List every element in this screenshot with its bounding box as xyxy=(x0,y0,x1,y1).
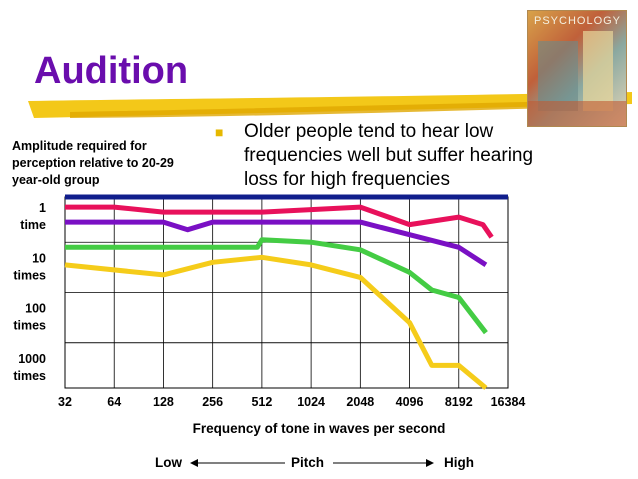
pitch-low-label: Low xyxy=(155,455,182,470)
x-tick-label: 2048 xyxy=(346,395,374,409)
series-line-2 xyxy=(65,204,494,239)
x-tick-label: 64 xyxy=(107,395,121,409)
book-cover-title: PSYCHOLOGY xyxy=(534,15,622,27)
x-tick-label: 1024 xyxy=(297,395,325,409)
x-tick-label: 256 xyxy=(202,395,223,409)
y-tick-label: 1000 times xyxy=(13,352,46,383)
y-tick-label: 100 times xyxy=(13,302,46,333)
series-line-3 xyxy=(65,219,488,267)
chart-x-axis-label: Frequency of tone in waves per second xyxy=(192,421,446,436)
series-line-5 xyxy=(64,254,488,390)
x-tick-label: 128 xyxy=(153,395,174,409)
x-tick-label: 16384 xyxy=(491,395,526,409)
x-tick-label: 32 xyxy=(58,395,72,409)
y-tick-label: 10 times xyxy=(13,251,46,282)
series-line-4 xyxy=(65,237,488,335)
chart-y-axis-label: Amplitude required for perception relati… xyxy=(12,139,174,187)
x-tick-label: 4096 xyxy=(396,395,424,409)
x-tick-label: 512 xyxy=(251,395,272,409)
slide-title: Audition xyxy=(34,50,189,92)
bullet-marker: ■ xyxy=(215,124,224,140)
x-tick-label: 8192 xyxy=(445,395,473,409)
y-tick-label: 1 time xyxy=(20,201,46,232)
pitch-high-label: High xyxy=(444,455,474,470)
book-cover-image: PSYCHOLOGY xyxy=(527,10,627,127)
pitch-center-label: Pitch xyxy=(291,455,325,470)
bullet-text: Older people tend to hear low frequencie… xyxy=(244,121,534,190)
